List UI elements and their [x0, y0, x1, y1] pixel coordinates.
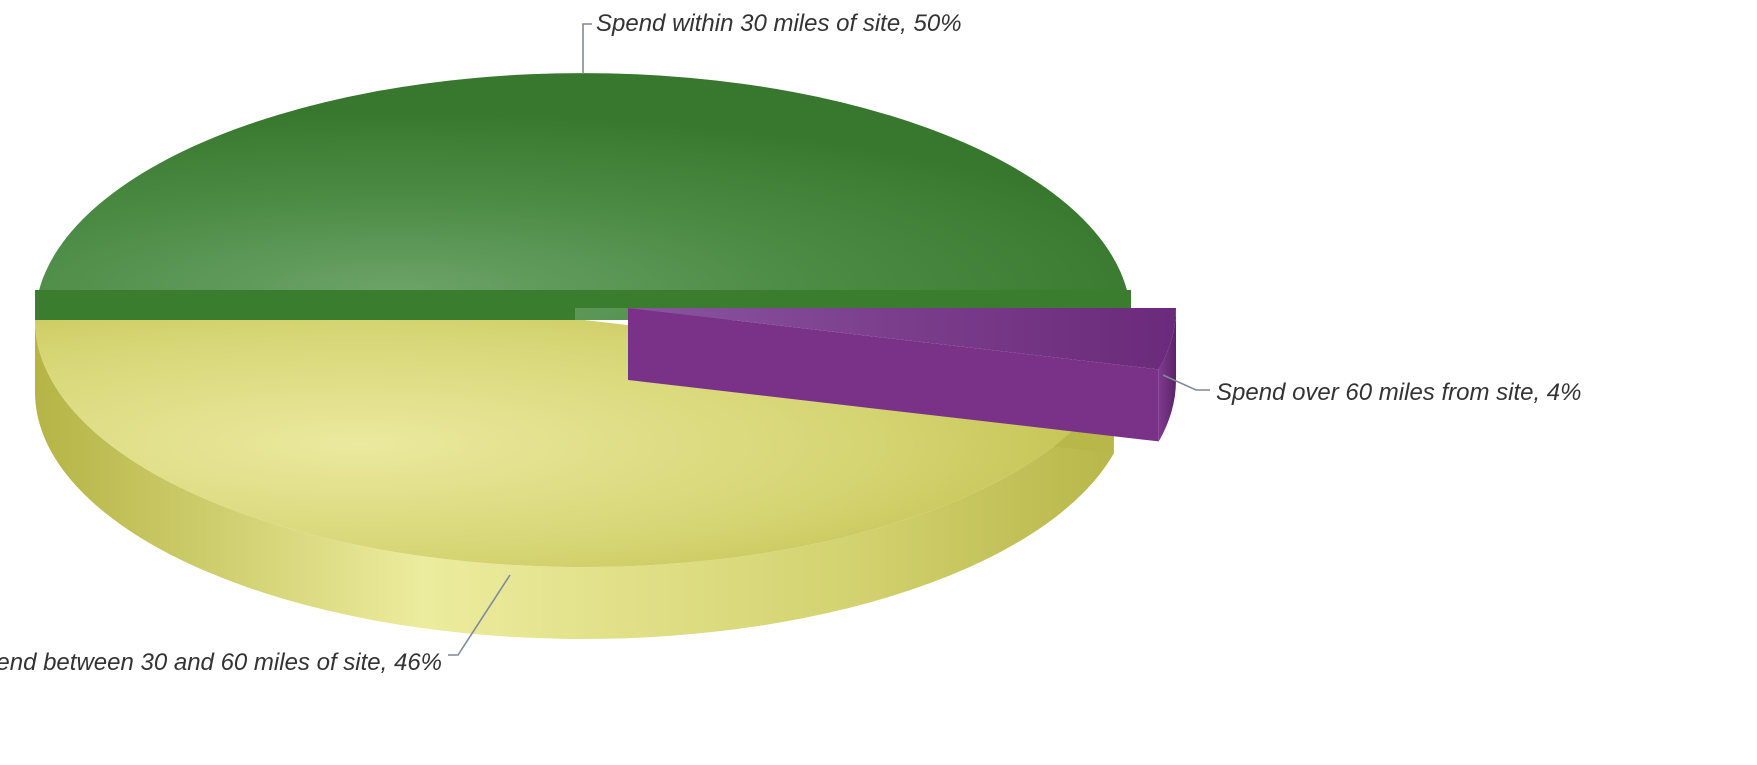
pie-slice-side	[1158, 308, 1176, 442]
pie-slice-top	[35, 73, 1131, 320]
leader-line	[582, 23, 592, 74]
label-over-60-miles: Spend over 60 miles from site, 4%	[1216, 379, 1582, 406]
pie-slice-cut	[628, 308, 1159, 442]
pie-slice-edge	[35, 290, 1131, 322]
pie-slice-over-60-miles	[628, 308, 1176, 442]
pie-slice-side	[35, 320, 1114, 640]
label-within-30-miles: Spend within 30 miles of site, 50%	[596, 10, 962, 37]
pie-slice-top	[628, 308, 1176, 370]
pie-slice-within-30-miles	[35, 73, 1131, 322]
label-between-30-and-60-miles: Spend between 30 and 60 miles of site, 4…	[0, 649, 442, 676]
leader-line	[448, 574, 511, 656]
leader-line	[1162, 374, 1210, 391]
